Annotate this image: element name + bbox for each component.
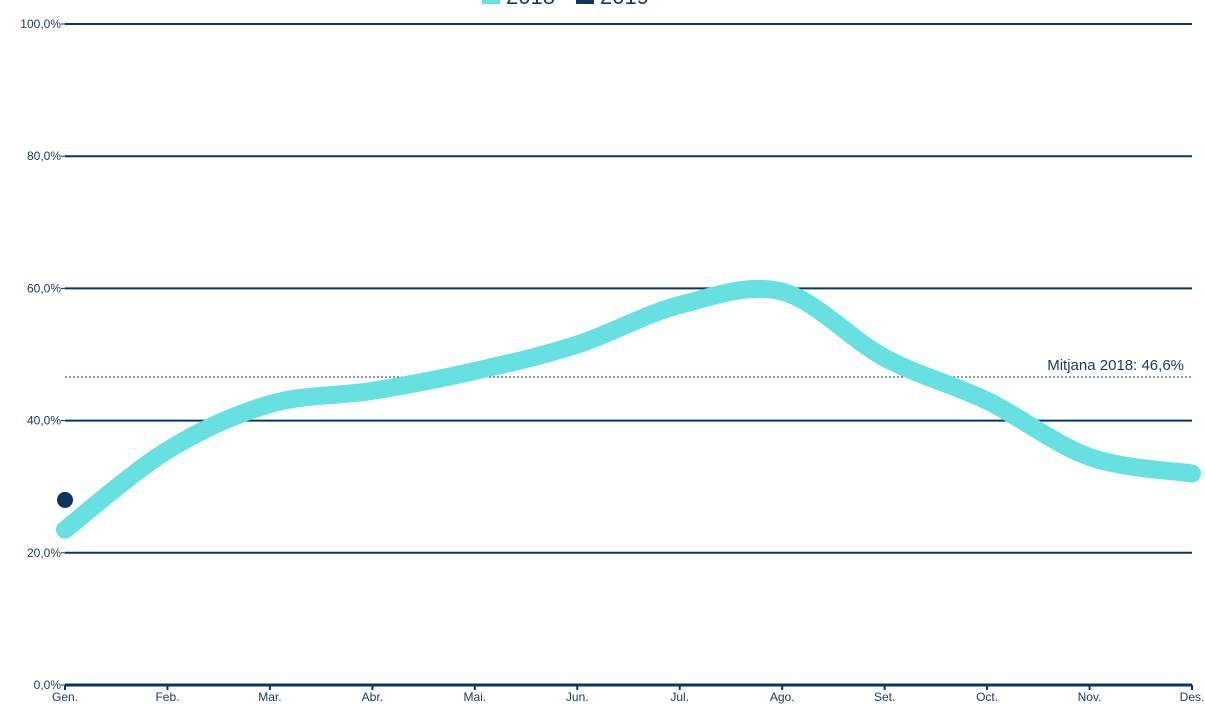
data-point-2018 xyxy=(781,291,783,293)
data-point-2018 xyxy=(884,357,886,359)
y-tick-label: 40,0% xyxy=(27,414,61,428)
x-tick-label: Des. xyxy=(1180,690,1205,704)
data-point-2018 xyxy=(269,403,271,405)
legend-item-2018: 2018 xyxy=(482,0,555,9)
data-point-2018 xyxy=(679,304,681,306)
x-tick-label: Mai. xyxy=(463,690,486,704)
data-point-2018 xyxy=(474,370,476,372)
x-tick-label: Set. xyxy=(874,690,895,704)
series-line-2018 xyxy=(56,279,1201,539)
average-label: Mitjana 2018: 46,6% xyxy=(1047,357,1184,374)
legend-label: 2018 xyxy=(506,0,555,9)
x-tick-label: Abr. xyxy=(362,690,383,704)
legend-label: 2019 xyxy=(600,0,649,9)
data-point-2018 xyxy=(371,390,373,392)
legend-swatch xyxy=(576,0,594,4)
x-tick-label: Ago. xyxy=(770,690,795,704)
y-tick-label: 80,0% xyxy=(27,149,61,163)
x-tick-label: Gen. xyxy=(52,690,78,704)
series-group xyxy=(56,279,1201,539)
x-tick-label: Mar. xyxy=(258,690,281,704)
data-point-2019 xyxy=(57,491,73,508)
gridlines xyxy=(65,23,1192,554)
data-point-2018 xyxy=(576,344,578,346)
x-tick-label: Feb. xyxy=(155,690,179,704)
x-tick-label: Jul. xyxy=(670,690,689,704)
y-tick-label: 60,0% xyxy=(27,281,61,295)
x-tick-label: Jun. xyxy=(566,690,589,704)
y-tick-label: 0,0% xyxy=(34,678,62,692)
data-point-2018 xyxy=(1191,472,1193,474)
x-tick-label: Oct. xyxy=(976,690,998,704)
y-axis-ticks: 0,0% 20,0% 40,0% 60,0% 80,0% 100,0% xyxy=(20,17,65,692)
legend: 2018 2019 xyxy=(482,0,649,9)
y-tick-label: 20,0% xyxy=(27,546,61,560)
legend-swatch xyxy=(482,0,500,4)
y-tick-label: 100,0% xyxy=(20,17,61,31)
data-point-2018 xyxy=(166,449,168,451)
data-point-2018 xyxy=(1089,456,1091,458)
legend-item-2019: 2019 xyxy=(576,0,649,9)
average-reference: Mitjana 2018: 46,6% xyxy=(65,357,1192,378)
x-axis: Gen. Feb. Mar. Abr. Mai. Jun. Jul. Ago. Set. Oct.… xyxy=(52,683,1205,704)
data-point-2018 xyxy=(986,400,988,402)
x-tick-label: Nov. xyxy=(1078,690,1102,704)
data-point-2018 xyxy=(64,529,66,531)
